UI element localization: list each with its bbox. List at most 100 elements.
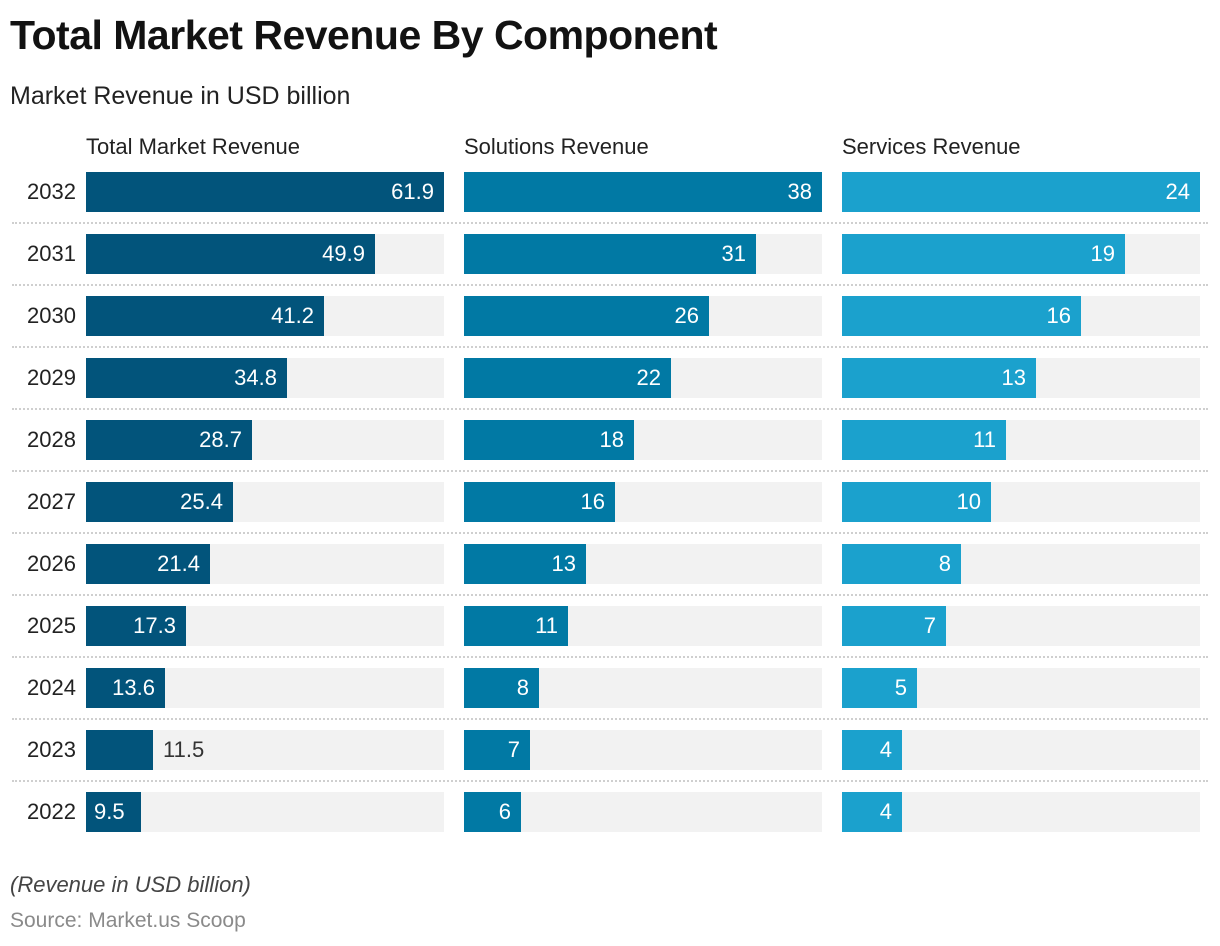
bar-total-market-revenue-2028 bbox=[86, 420, 252, 460]
data-label: 5 bbox=[894, 675, 907, 700]
row-separator bbox=[12, 284, 1208, 286]
data-label: 17.3 bbox=[133, 613, 176, 638]
data-label: 25.4 bbox=[180, 489, 223, 514]
bar-solutions-revenue-2031 bbox=[464, 234, 756, 274]
year-label: 2028 bbox=[27, 427, 76, 452]
data-label: 49.9 bbox=[322, 241, 365, 266]
source-text: Source: Market.us Scoop bbox=[10, 909, 246, 932]
bar-track: 34.8 bbox=[86, 358, 444, 398]
bar-track: 13 bbox=[464, 544, 822, 584]
year-label: 2022 bbox=[27, 799, 76, 824]
bar-total-market-revenue-2029 bbox=[86, 358, 287, 398]
bar-total-market-revenue-2027 bbox=[86, 482, 233, 522]
bar-track: 38 bbox=[464, 172, 822, 212]
bar-track: 13 bbox=[842, 358, 1200, 398]
data-label: 9.5 bbox=[94, 799, 125, 824]
bar-track: 28.7 bbox=[86, 420, 444, 460]
bar-total-market-revenue-2032 bbox=[86, 172, 444, 212]
bar-track: 7 bbox=[464, 730, 822, 770]
bar-track: 16 bbox=[842, 296, 1200, 336]
data-label: 13.6 bbox=[112, 675, 155, 700]
row-separator bbox=[12, 222, 1208, 224]
data-label: 19 bbox=[1090, 241, 1115, 266]
data-label: 31 bbox=[721, 241, 746, 266]
row-separator bbox=[12, 656, 1208, 658]
data-label: 10 bbox=[956, 489, 981, 514]
bar-track: 19 bbox=[842, 234, 1200, 274]
bar-track: 8 bbox=[464, 668, 822, 708]
bar-services-revenue-2027 bbox=[842, 482, 991, 522]
year-label: 2026 bbox=[27, 551, 76, 576]
bar-services-revenue-2031 bbox=[842, 234, 1125, 274]
bar-track: 31 bbox=[464, 234, 822, 274]
column-header-total-market-revenue: Total Market Revenue bbox=[86, 134, 300, 159]
data-label: 28.7 bbox=[199, 427, 242, 452]
chart-title: Total Market Revenue By Component bbox=[10, 12, 718, 58]
year-label: 2024 bbox=[27, 675, 76, 700]
bar-track: 24 bbox=[842, 172, 1200, 212]
bar-services-revenue-2022 bbox=[842, 792, 902, 832]
data-label: 8 bbox=[938, 551, 951, 576]
year-label: 2030 bbox=[27, 303, 76, 328]
bar-track: 7 bbox=[842, 606, 1200, 646]
bar-track: 61.9 bbox=[86, 172, 444, 212]
data-label: 11 bbox=[973, 427, 996, 452]
bar-track: 17.3 bbox=[86, 606, 444, 646]
data-label: 4 bbox=[879, 737, 892, 762]
bar-total-market-revenue-2025 bbox=[86, 606, 186, 646]
bar-track: 11 bbox=[464, 606, 822, 646]
bar-track: 22 bbox=[464, 358, 822, 398]
row-separator bbox=[12, 346, 1208, 348]
bar-solutions-revenue-2028 bbox=[464, 420, 634, 460]
bar-solutions-revenue-2022 bbox=[464, 792, 521, 832]
data-label: 24 bbox=[1165, 179, 1190, 204]
year-label: 2027 bbox=[27, 489, 76, 514]
bar-total-market-revenue-2022 bbox=[86, 792, 141, 832]
data-label: 8 bbox=[516, 675, 529, 700]
bar-services-revenue-2032 bbox=[842, 172, 1200, 212]
row-separator bbox=[12, 718, 1208, 720]
bar-track: 9.5 bbox=[86, 792, 444, 832]
data-label: 11.5 bbox=[163, 737, 205, 762]
bar-services-revenue-2026 bbox=[842, 544, 961, 584]
bar-track: 11 bbox=[842, 420, 1200, 460]
year-label: 2025 bbox=[27, 613, 76, 638]
bar-track: 49.9 bbox=[86, 234, 444, 274]
bar-track: 16 bbox=[464, 482, 822, 522]
row-separator bbox=[12, 408, 1208, 410]
bar-track: 18 bbox=[464, 420, 822, 460]
bar-total-market-revenue-2023 bbox=[86, 730, 153, 770]
bar-services-revenue-2028 bbox=[842, 420, 1006, 460]
bar-track: 8 bbox=[842, 544, 1200, 584]
bar-solutions-revenue-2029 bbox=[464, 358, 671, 398]
data-label: 13 bbox=[551, 551, 576, 576]
data-label: 13 bbox=[1001, 365, 1026, 390]
bar-services-revenue-2030 bbox=[842, 296, 1081, 336]
bar-track: 4 bbox=[842, 730, 1200, 770]
bar-total-market-revenue-2026 bbox=[86, 544, 210, 584]
bar-total-market-revenue-2024 bbox=[86, 668, 165, 708]
bar-solutions-revenue-2027 bbox=[464, 482, 615, 522]
bar-track: 21.4 bbox=[86, 544, 444, 584]
bar-track: 4 bbox=[842, 792, 1200, 832]
year-label: 2029 bbox=[27, 365, 76, 390]
bar-services-revenue-2025 bbox=[842, 606, 946, 646]
data-label: 41.2 bbox=[271, 303, 314, 328]
row-separator bbox=[12, 594, 1208, 596]
bar-track: 41.2 bbox=[86, 296, 444, 336]
data-label: 7 bbox=[923, 613, 936, 638]
bar-services-revenue-2029 bbox=[842, 358, 1036, 398]
data-label: 18 bbox=[599, 427, 624, 452]
footnote: (Revenue in USD billion) bbox=[10, 872, 251, 897]
bar-solutions-revenue-2023 bbox=[464, 730, 530, 770]
year-label: 2023 bbox=[27, 737, 76, 762]
bar-solutions-revenue-2032 bbox=[464, 172, 822, 212]
data-label: 7 bbox=[507, 737, 520, 762]
bar-track: 25.4 bbox=[86, 482, 444, 522]
column-header-solutions-revenue: Solutions Revenue bbox=[464, 134, 649, 159]
chart-subtitle: Market Revenue in USD billion bbox=[10, 82, 351, 110]
data-label: 4 bbox=[879, 799, 892, 824]
data-label: 26 bbox=[674, 303, 699, 328]
data-label: 38 bbox=[787, 179, 812, 204]
bar-services-revenue-2023 bbox=[842, 730, 902, 770]
